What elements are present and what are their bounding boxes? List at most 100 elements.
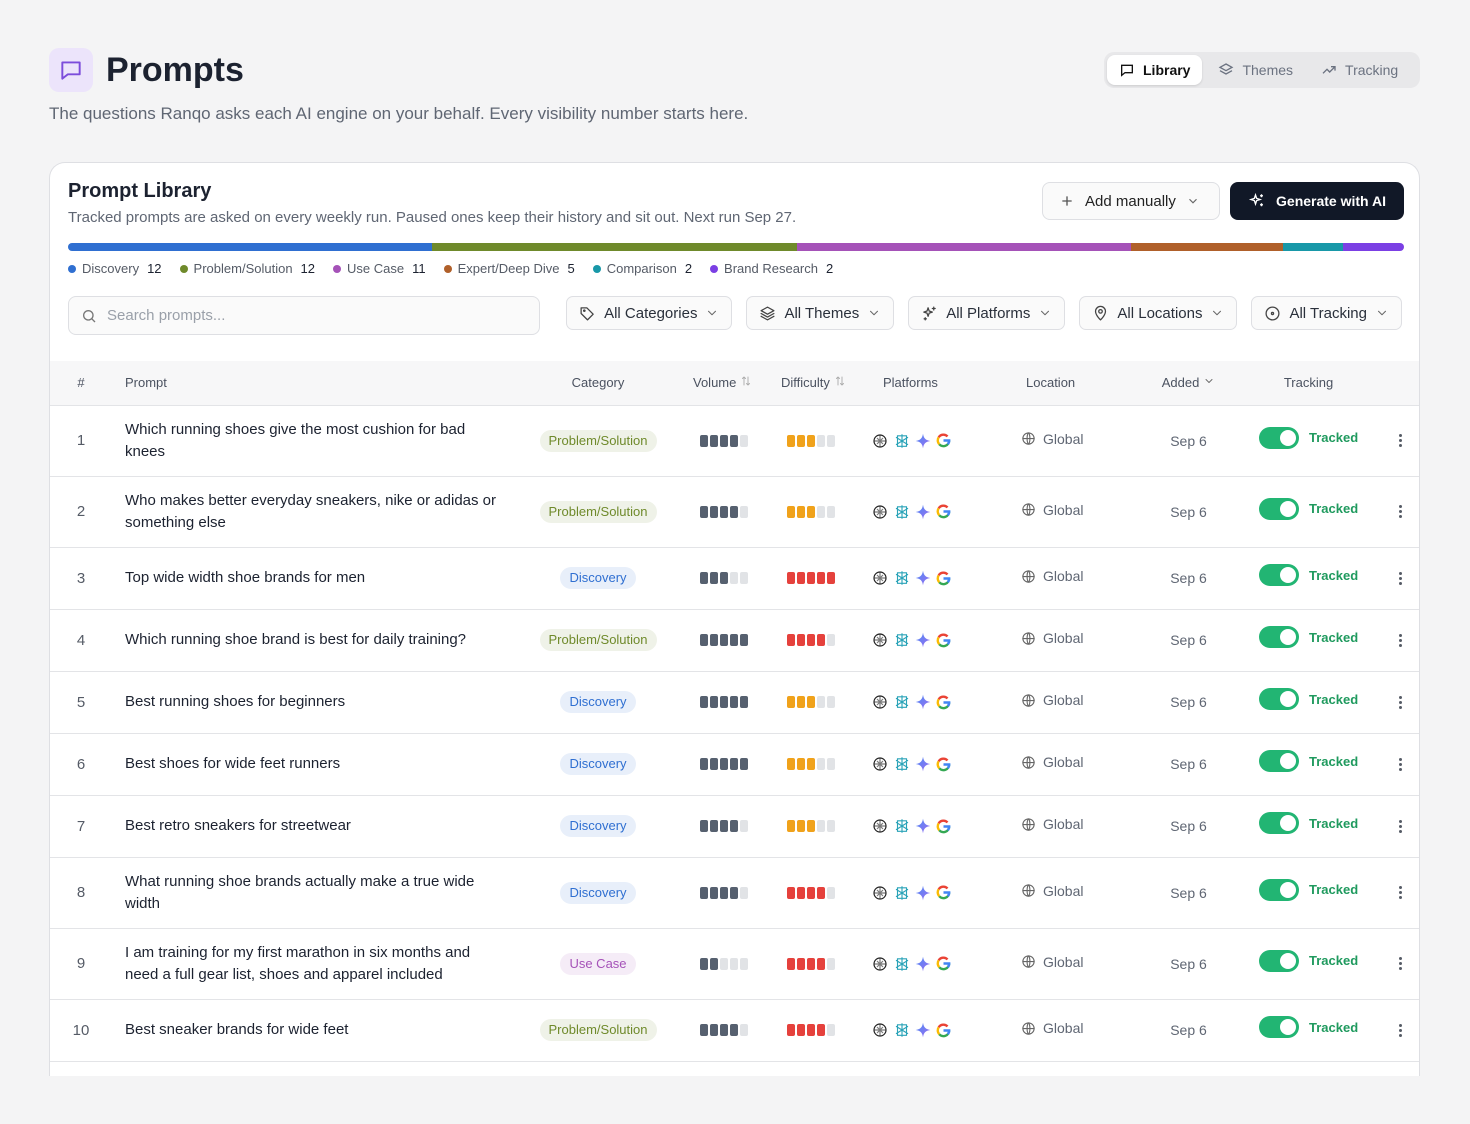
prompt-text: Who makes better everyday sneakers, nike… [112,476,525,548]
row-menu[interactable] [1381,757,1419,771]
menu-dot [1398,444,1402,447]
tracking-label: Tracked [1309,691,1359,707]
location-label: Global [1043,692,1084,708]
menu-dot [1398,1023,1402,1027]
meter-segment [720,957,728,970]
row-menu[interactable] [1381,819,1419,833]
difficulty-meter [787,634,861,646]
globe-icon [1021,502,1036,517]
meter-segment [720,634,728,646]
difficulty-meter [787,572,861,584]
tracking-toggle[interactable]: Tracked [1259,750,1381,772]
tracking-toggle[interactable]: Tracked [1259,1016,1381,1038]
row-menu[interactable] [1381,886,1419,899]
meter-segment [787,572,795,584]
meter-segment [787,886,795,899]
location: Global [1021,692,1141,708]
generate-button[interactable]: Generate with AI [1230,182,1404,220]
tracking-toggle[interactable]: Tracked [1259,497,1381,520]
meter-segment [710,1024,718,1036]
row-number: 3 [50,547,112,610]
row-menu-cell [1381,999,1419,1062]
filter-dropdown[interactable]: All Tracking [1251,296,1402,330]
location-cell: Global [1006,999,1141,1062]
filter-label: All Tracking [1289,304,1367,322]
menu-dot [1398,896,1402,899]
legend-count: 2 [684,261,693,276]
meter-segment [817,820,825,832]
tab[interactable]: Tracking [1309,55,1410,85]
row-number: 9 [50,928,112,1000]
row-menu-cell [1381,795,1419,858]
column-header[interactable]: Added [1141,361,1236,406]
meter-segment [827,434,835,447]
tab[interactable]: Library [1107,55,1203,85]
row-menu[interactable] [1381,434,1419,447]
button-label: Add manually [1085,192,1176,210]
row-number: 1 [50,405,112,477]
search-input[interactable]: Search prompts... [68,296,540,335]
tracking-toggle[interactable]: Tracked [1259,564,1381,586]
chevron [1038,306,1052,320]
row-menu[interactable] [1381,505,1419,518]
tab[interactable]: Themes [1206,55,1305,85]
tracking-toggle[interactable]: Tracked [1259,626,1381,648]
meter-segment [720,696,728,708]
filter-dropdown[interactable]: All Themes [746,296,895,330]
location-label: Global [1043,754,1084,770]
column-header: Platforms [861,361,1006,406]
column-header: Category [525,361,671,406]
filter-dropdown[interactable]: All Categories [566,296,733,330]
meter-segment [787,820,795,832]
tracking-toggle[interactable]: Tracked [1259,949,1381,972]
row-menu[interactable] [1381,1023,1419,1037]
platforms-cell [861,671,1006,734]
location-label: Global [1043,1020,1084,1036]
category-cell: Discovery [525,547,671,610]
row-menu[interactable] [1381,957,1419,970]
meter-segment [700,434,708,447]
filter-dropdown[interactable]: All Platforms [908,296,1066,330]
volume-cell [671,733,771,796]
menu-dot [1398,638,1402,642]
meter-segment [827,696,835,708]
volume-cell [671,547,771,610]
tracking-toggle[interactable]: Tracked [1259,812,1381,834]
meter-segment [700,696,708,708]
difficulty-cell [771,999,861,1062]
add-button[interactable]: Add manually [1042,182,1220,220]
column-header: # [50,361,112,406]
tracking-toggle[interactable]: Tracked [1259,688,1381,710]
platforms-cell [861,405,1006,477]
button-label: Generate with AI [1276,193,1386,209]
meter-segment [700,758,708,770]
globe-icon [1021,631,1036,646]
menu-dot [1398,571,1402,575]
tab-label: Themes [1242,62,1294,78]
column-header[interactable]: Volume [671,361,771,406]
column-label: Added [1161,375,1200,391]
location: Global [1021,883,1141,899]
row-menu-cell [1381,928,1419,1000]
location: Global [1021,630,1141,646]
category-cell: Problem/Solution [525,405,671,477]
tracking-toggle[interactable]: Tracked [1259,878,1381,901]
filter-icon [579,305,596,322]
difficulty-cell [771,928,861,1000]
chevron [705,306,719,320]
menu-dot [1398,643,1402,647]
row-menu[interactable] [1381,571,1419,585]
column-header[interactable]: Difficulty [771,361,861,406]
meter-segment [817,886,825,899]
meter-segment [730,758,738,770]
menu-dot [1398,576,1402,580]
added-date: Sep 6 [1141,476,1236,548]
meter-segment [787,1024,795,1036]
filter-dropdown[interactable]: All Locations [1079,296,1238,330]
row-menu[interactable] [1381,633,1419,647]
toggle-switch [1259,497,1299,520]
tracking-toggle[interactable]: Tracked [1259,426,1381,449]
category-cell: Problem/Solution [525,476,671,548]
meter-segment [710,820,718,832]
row-menu[interactable] [1381,695,1419,709]
